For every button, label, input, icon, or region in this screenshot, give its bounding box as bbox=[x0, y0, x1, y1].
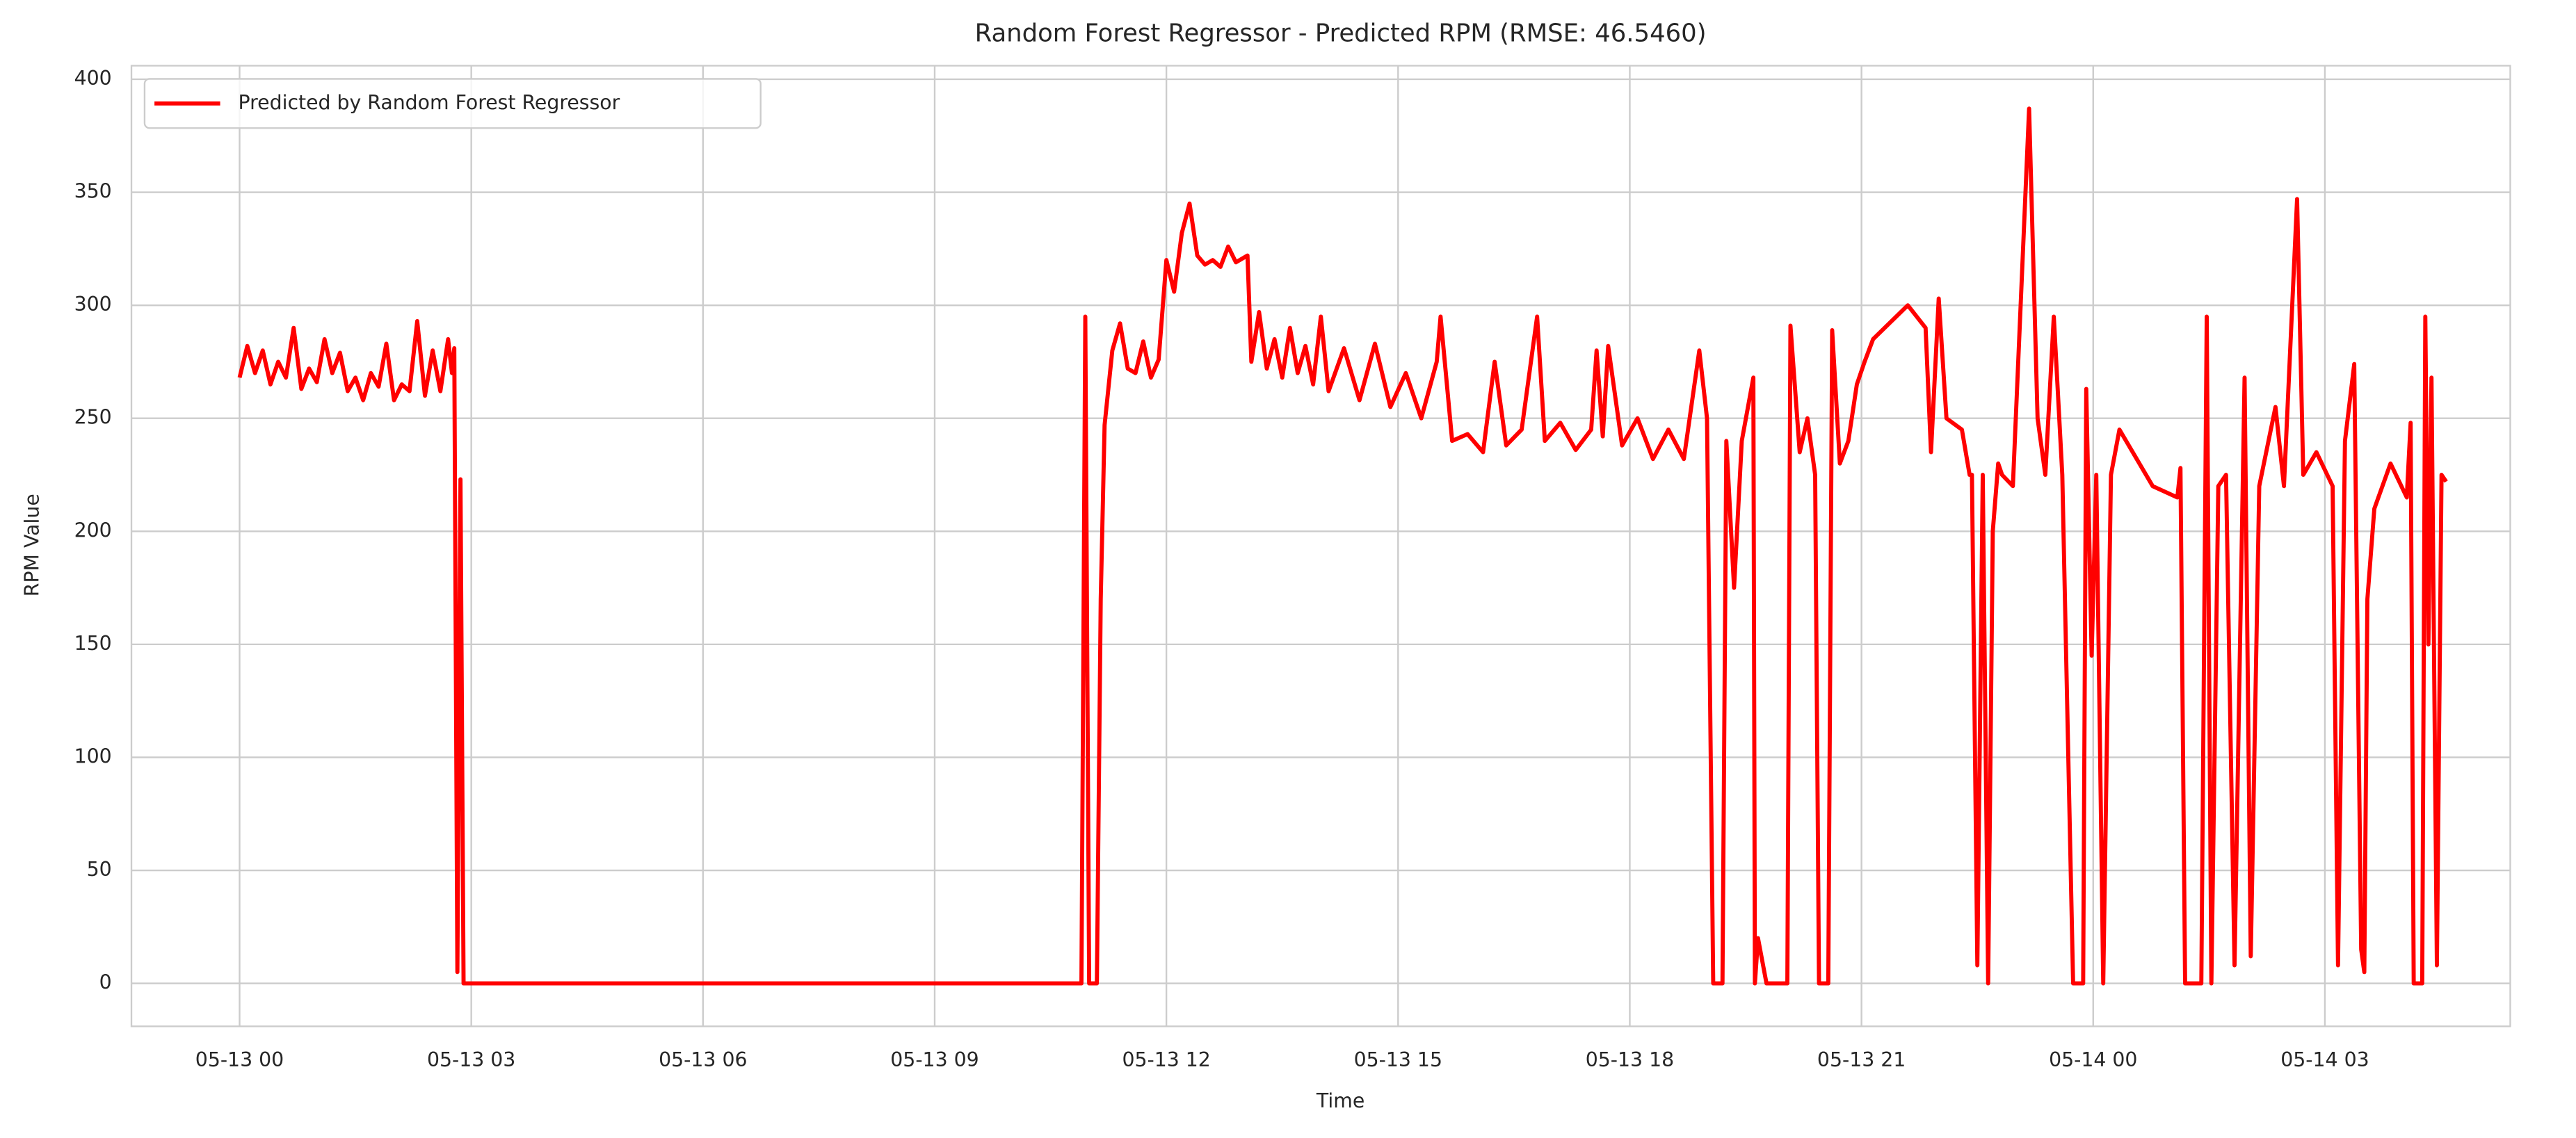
x-axis-label: Time bbox=[1316, 1089, 1365, 1112]
y-tick-label: 50 bbox=[87, 858, 112, 881]
x-tick-label: 05-13 15 bbox=[1354, 1048, 1442, 1071]
y-tick-label: 0 bbox=[99, 971, 112, 994]
x-tick-label: 05-13 09 bbox=[890, 1048, 979, 1071]
x-tick-label: 05-13 21 bbox=[1817, 1048, 1906, 1071]
legend-box bbox=[143, 78, 762, 129]
y-tick-label: 350 bbox=[74, 180, 112, 203]
x-tick-label: 05-13 03 bbox=[427, 1048, 515, 1071]
y-tick-label: 150 bbox=[74, 632, 112, 655]
y-tick-label: 300 bbox=[74, 293, 112, 316]
legend-label: Predicted by Random Forest Regressor bbox=[239, 91, 620, 114]
y-tick-label: 250 bbox=[74, 406, 112, 429]
plot-frame bbox=[130, 65, 2511, 1027]
x-tick-label: 05-13 06 bbox=[659, 1048, 747, 1071]
chart-title: Random Forest Regressor - Predicted RPM … bbox=[975, 19, 1707, 48]
x-tick-label: 05-13 18 bbox=[1586, 1048, 1674, 1071]
x-tick-label: 05-14 00 bbox=[2049, 1048, 2137, 1071]
y-tick-label: 400 bbox=[74, 67, 112, 90]
x-tick-label: 05-13 12 bbox=[1122, 1048, 1210, 1071]
x-tick-label: 05-13 00 bbox=[195, 1048, 284, 1071]
y-tick-label: 200 bbox=[74, 519, 112, 542]
x-tick-label: 05-14 03 bbox=[2280, 1048, 2369, 1071]
series-line bbox=[237, 106, 2448, 986]
y-axis-label: RPM Value bbox=[20, 494, 43, 596]
y-tick-label: 100 bbox=[74, 745, 112, 767]
